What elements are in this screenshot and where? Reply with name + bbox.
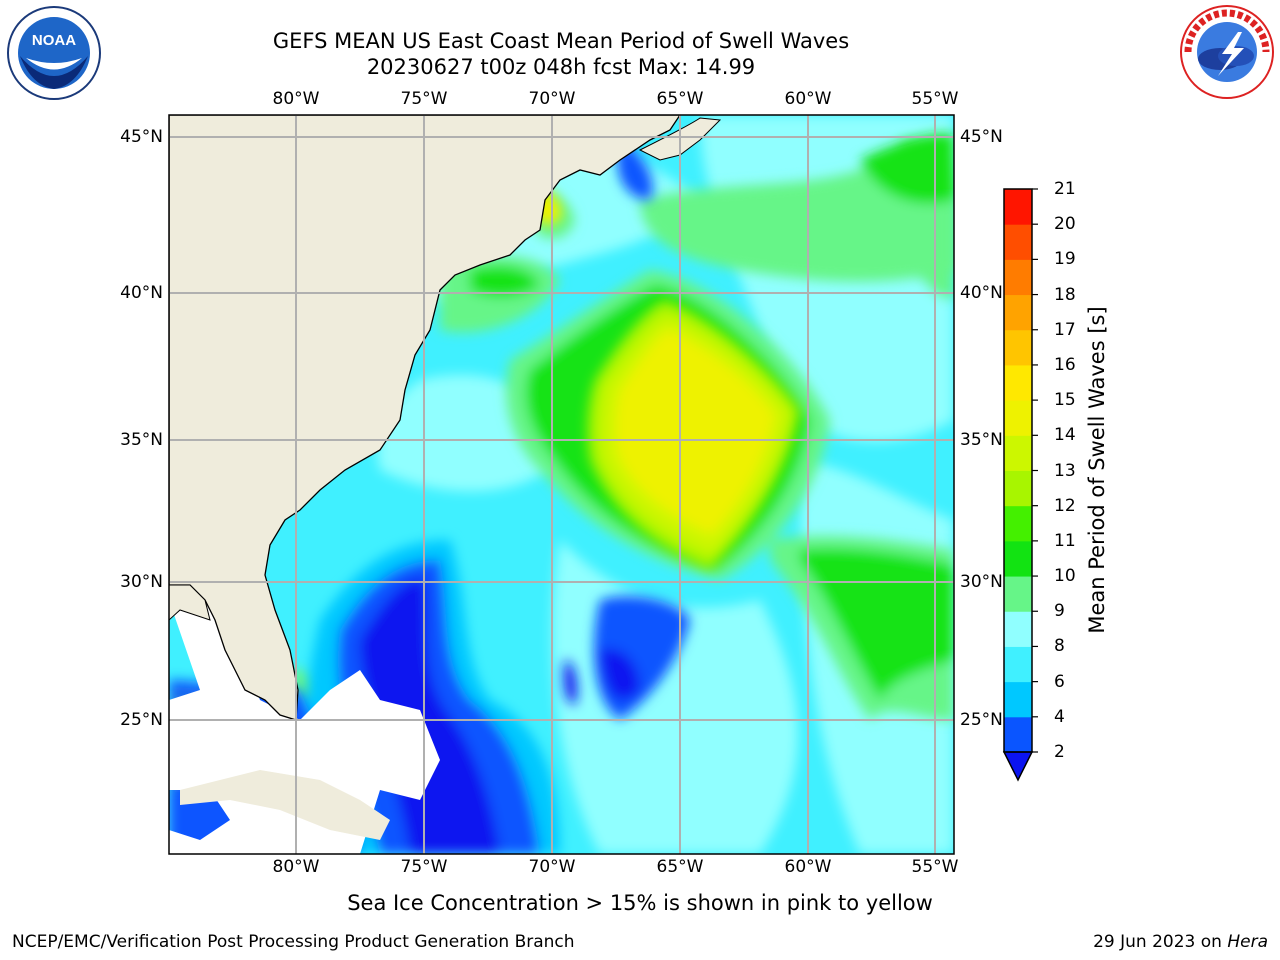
lon-label-bottom: 65°W xyxy=(656,857,704,877)
lon-label-top: 70°W xyxy=(528,89,576,109)
lon-label-top: 80°W xyxy=(272,89,320,109)
colorbar-tick-label: 10 xyxy=(1054,566,1076,587)
lat-label-left: 30°N xyxy=(120,572,163,592)
colorbar-segment xyxy=(1004,435,1032,471)
colorbar-segment xyxy=(1004,681,1032,718)
colorbar-tick-label: 6 xyxy=(1054,671,1065,692)
colorbar-segment xyxy=(1004,189,1032,225)
colorbar-segment xyxy=(1004,576,1032,612)
chart-subtitle: 20230627 t00z 048h fcst Max: 14.99 xyxy=(366,55,756,79)
colorbar-tick-label: 11 xyxy=(1054,530,1076,551)
colorbar-segment xyxy=(1004,400,1032,436)
colorbar-tick-label: 20 xyxy=(1054,214,1076,235)
lon-label-top: 55°W xyxy=(911,89,959,109)
colorbar-tick-label: 15 xyxy=(1054,390,1076,411)
lon-label-bottom: 70°W xyxy=(528,857,576,877)
colorbar-tick-label: 12 xyxy=(1054,495,1076,516)
noaa-logo-text: NOAA xyxy=(32,32,76,49)
map-gridlines xyxy=(169,115,954,854)
sea-ice-note: Sea Ice Concentration > 15% is shown in … xyxy=(0,891,1280,915)
nws-logo xyxy=(1180,5,1274,99)
colorbar-label: Mean Period of Swell Waves [s] xyxy=(1085,306,1109,634)
lon-label-bottom: 55°W xyxy=(911,857,959,877)
colorbar-tick-label: 9 xyxy=(1054,601,1065,622)
map-area xyxy=(169,115,954,854)
colorbar-tick-label: 18 xyxy=(1054,284,1076,305)
colorbar-segment xyxy=(1004,540,1032,577)
colorbar-tick-label: 4 xyxy=(1054,706,1065,727)
colorbar-tick-label: 17 xyxy=(1054,319,1076,340)
lon-label-top: 60°W xyxy=(784,89,832,109)
colorbar-segment xyxy=(1004,329,1032,366)
lat-label-left: 25°N xyxy=(120,710,163,730)
cuba-land xyxy=(180,770,390,840)
colorbar-segment xyxy=(1004,294,1032,331)
lon-label-top: 65°W xyxy=(656,89,704,109)
lat-label-left: 35°N xyxy=(120,430,163,450)
colorbar-tick-label: 8 xyxy=(1054,636,1065,657)
colorbar-segment xyxy=(1004,364,1032,401)
colorbar-segment xyxy=(1004,505,1032,542)
colorbar-segment xyxy=(1004,611,1032,647)
lat-label-right: 25°N xyxy=(960,710,1003,730)
noaa-logo: NOAA xyxy=(7,6,101,100)
colorbar-tick-label: 19 xyxy=(1054,249,1076,270)
colorbar-segment xyxy=(1004,470,1032,507)
lat-label-right: 45°N xyxy=(960,127,1003,147)
colorbar xyxy=(1002,188,1038,782)
lat-label-right: 30°N xyxy=(960,572,1003,592)
colorbar-segment xyxy=(1004,224,1032,260)
lat-label-left: 45°N xyxy=(120,127,163,147)
colorbar-tick-label: 13 xyxy=(1054,460,1076,481)
sea-ice-note-text: Sea Ice Concentration > 15% is shown in … xyxy=(347,891,933,915)
credit-host: Hera xyxy=(1227,932,1268,952)
colorbar-segment xyxy=(1004,716,1032,753)
colorbar-tick-label: 2 xyxy=(1054,742,1065,762)
lat-label-left: 40°N xyxy=(120,283,163,303)
colorbar-segment xyxy=(1004,646,1032,683)
chart-title: GEFS MEAN US East Coast Mean Period of S… xyxy=(272,29,850,53)
lat-label-right: 40°N xyxy=(960,283,1003,303)
map-frame xyxy=(168,114,955,855)
lon-label-top: 75°W xyxy=(400,89,448,109)
lon-label-bottom: 60°W xyxy=(784,857,832,877)
credit-date: 29 Jun 2023 on xyxy=(1093,932,1228,952)
lon-label-bottom: 80°W xyxy=(272,857,320,877)
lat-label-right: 35°N xyxy=(960,430,1003,450)
credit-right: 29 Jun 2023 on Hera xyxy=(1093,932,1268,952)
credit-left: NCEP/EMC/Verification Post Processing Pr… xyxy=(12,932,575,952)
colorbar-segment xyxy=(1004,259,1032,296)
lon-label-bottom: 75°W xyxy=(400,857,448,877)
colorbar-tick-label: 21 xyxy=(1054,179,1076,199)
colorbar-tick-label: 16 xyxy=(1054,354,1076,375)
colorbar-tick-label: 14 xyxy=(1054,425,1076,446)
colorbar-extend-arrow xyxy=(1002,751,1034,782)
